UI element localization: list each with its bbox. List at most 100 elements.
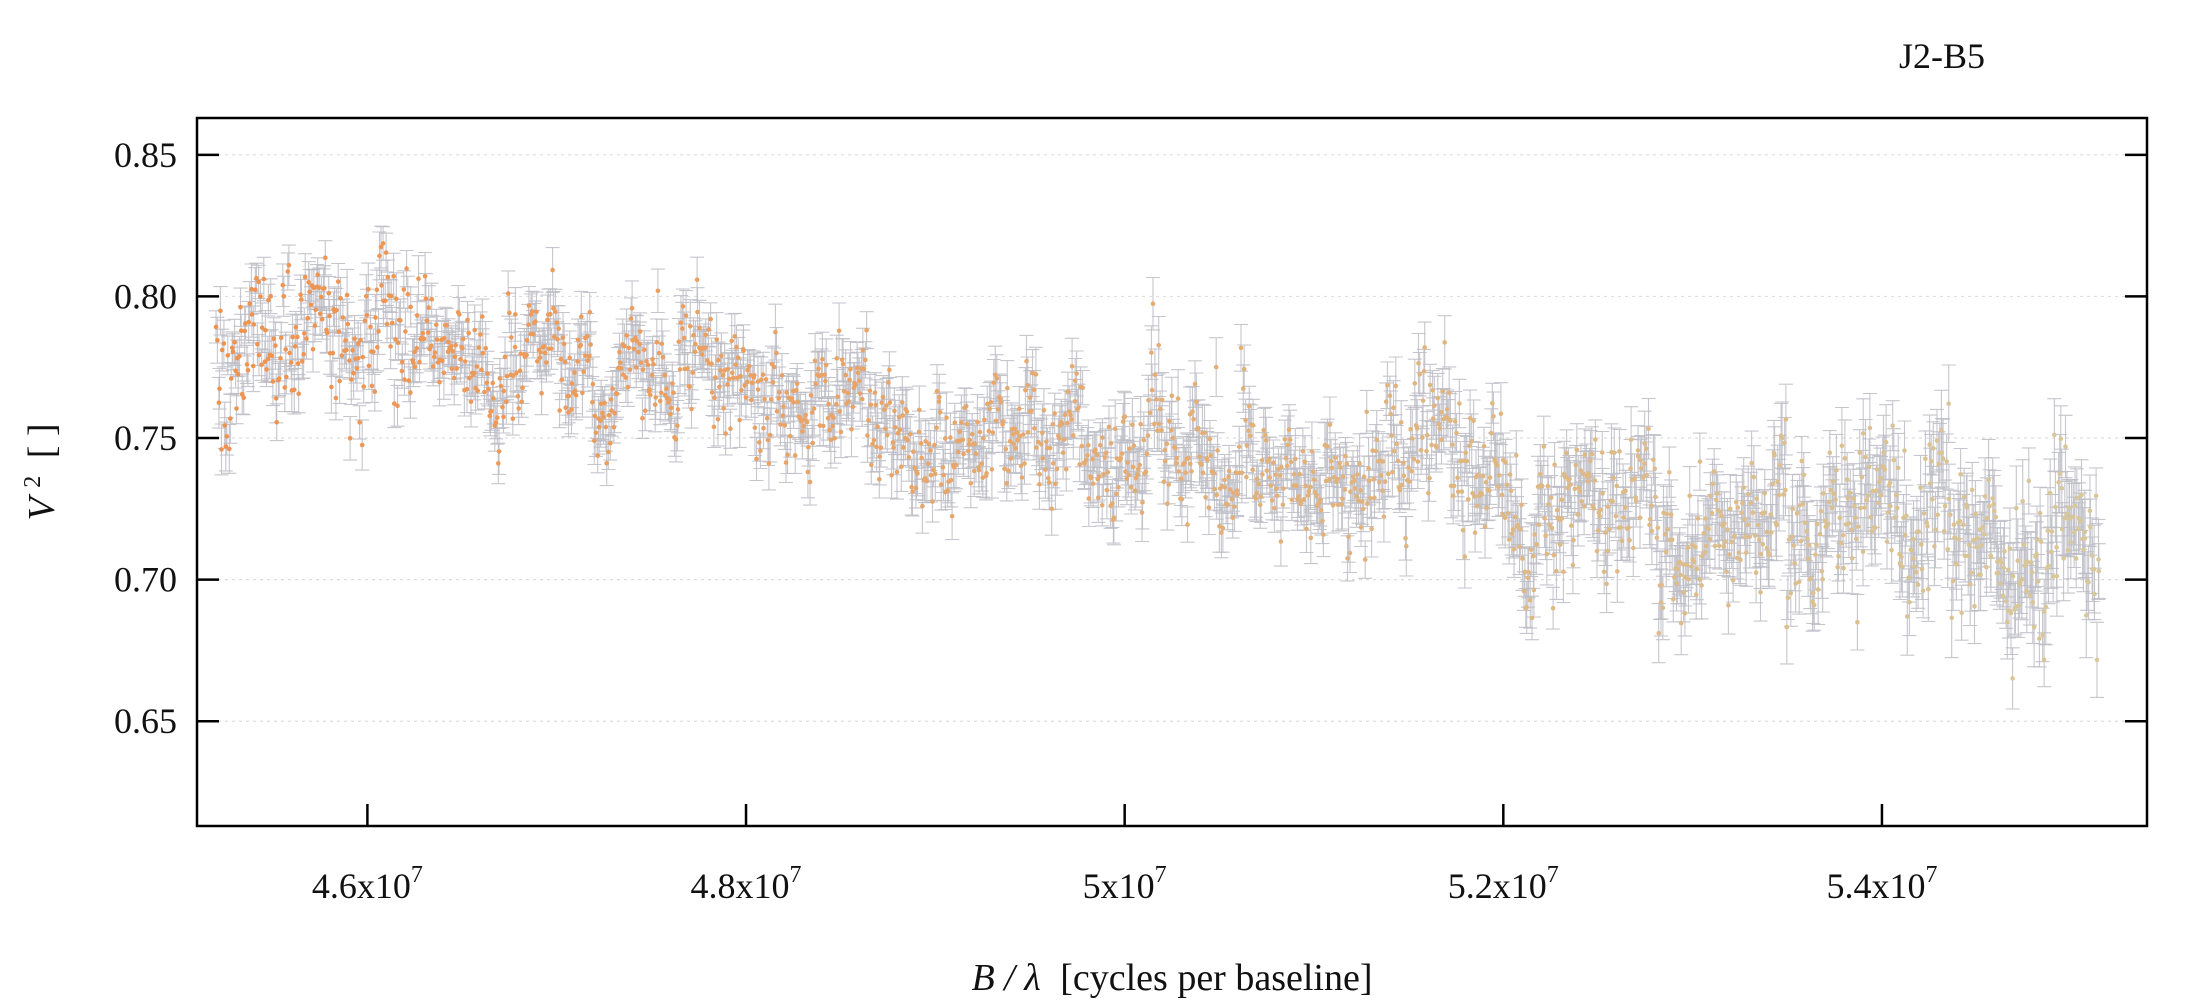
data-point bbox=[544, 360, 549, 365]
data-point bbox=[1777, 462, 1782, 468]
data-point bbox=[1551, 552, 1557, 558]
data-point bbox=[338, 295, 343, 301]
data-point bbox=[706, 327, 711, 332]
data-point bbox=[1452, 419, 1458, 424]
data-point bbox=[1978, 572, 1983, 577]
data-point bbox=[1254, 491, 1259, 496]
data-point bbox=[1059, 421, 1065, 427]
data-point bbox=[373, 315, 378, 320]
data-point bbox=[310, 347, 316, 352]
data-point bbox=[695, 309, 700, 315]
data-point bbox=[714, 337, 719, 342]
data-point bbox=[1372, 495, 1377, 501]
data-point bbox=[891, 445, 896, 450]
data-point bbox=[1849, 556, 1855, 561]
data-point bbox=[959, 420, 964, 425]
data-point bbox=[1743, 550, 1749, 555]
data-point bbox=[1254, 476, 1260, 482]
data-point bbox=[1662, 531, 1668, 537]
data-point bbox=[449, 366, 455, 372]
data-point bbox=[990, 430, 996, 435]
data-point bbox=[2092, 591, 2097, 597]
data-point bbox=[1895, 505, 1900, 511]
data-point bbox=[1760, 541, 1766, 547]
data-point bbox=[1394, 441, 1399, 447]
data-point bbox=[825, 416, 831, 421]
data-point bbox=[1273, 472, 1278, 478]
data-point bbox=[1203, 495, 1208, 500]
data-point bbox=[656, 350, 662, 356]
data-point bbox=[426, 305, 432, 310]
data-point bbox=[1125, 460, 1130, 465]
data-point bbox=[513, 312, 518, 317]
data-point bbox=[1412, 381, 1418, 386]
data-point bbox=[1409, 468, 1414, 474]
data-point bbox=[580, 390, 585, 396]
data-point bbox=[1311, 477, 1317, 483]
data-point bbox=[1733, 499, 1739, 505]
data-point bbox=[1260, 472, 1265, 477]
data-point bbox=[1191, 417, 1196, 422]
data-point bbox=[1302, 459, 1308, 465]
data-point bbox=[1152, 372, 1158, 378]
data-point bbox=[510, 416, 516, 422]
data-point bbox=[960, 437, 966, 443]
data-point bbox=[1472, 494, 1477, 499]
data-point bbox=[2021, 542, 2027, 548]
data-point bbox=[627, 367, 633, 373]
data-point bbox=[1381, 514, 1387, 519]
data-point bbox=[364, 313, 370, 318]
data-point bbox=[1881, 450, 1886, 456]
data-point bbox=[708, 316, 713, 322]
data-point bbox=[1403, 536, 1408, 541]
data-point bbox=[1789, 534, 1794, 539]
data-point bbox=[490, 380, 496, 386]
data-point bbox=[1695, 516, 1701, 521]
data-point bbox=[2010, 574, 2016, 579]
data-point bbox=[1647, 517, 1653, 522]
data-point bbox=[1921, 511, 1927, 516]
data-point bbox=[1283, 455, 1289, 461]
data-point bbox=[274, 419, 280, 425]
data-point bbox=[1366, 478, 1372, 483]
data-point bbox=[1499, 492, 1505, 498]
data-point bbox=[1721, 544, 1727, 549]
data-point bbox=[1454, 430, 1459, 436]
data-point bbox=[1000, 419, 1006, 424]
data-point bbox=[1206, 505, 1212, 510]
data-point bbox=[1837, 515, 1843, 521]
data-point bbox=[1072, 399, 1078, 404]
data-point bbox=[1407, 479, 1412, 484]
data-point bbox=[1571, 537, 1576, 543]
data-point bbox=[1711, 469, 1717, 474]
data-point bbox=[1424, 432, 1430, 438]
data-point bbox=[1085, 453, 1090, 458]
data-point bbox=[1581, 504, 1587, 509]
data-point bbox=[937, 409, 943, 415]
data-point bbox=[1138, 421, 1143, 427]
data-point bbox=[1891, 457, 1897, 463]
data-point bbox=[1169, 427, 1174, 433]
data-point bbox=[874, 444, 879, 450]
data-point bbox=[892, 425, 898, 430]
data-point bbox=[805, 469, 811, 475]
data-point bbox=[1700, 553, 1705, 559]
data-point bbox=[991, 380, 997, 386]
data-point bbox=[379, 283, 384, 288]
data-point bbox=[598, 418, 603, 424]
data-point bbox=[1827, 450, 1833, 456]
data-point bbox=[352, 336, 357, 342]
data-point bbox=[1192, 381, 1198, 387]
data-point bbox=[1545, 483, 1551, 489]
data-point bbox=[771, 364, 777, 370]
data-point bbox=[1050, 422, 1055, 427]
data-point bbox=[579, 314, 584, 319]
data-point bbox=[1333, 455, 1338, 460]
data-point bbox=[909, 484, 914, 490]
data-point bbox=[1946, 496, 1952, 502]
data-point bbox=[1487, 488, 1492, 494]
data-point bbox=[892, 408, 897, 414]
data-point bbox=[1401, 460, 1406, 466]
data-point bbox=[1496, 473, 1502, 478]
data-point bbox=[2007, 546, 2013, 551]
